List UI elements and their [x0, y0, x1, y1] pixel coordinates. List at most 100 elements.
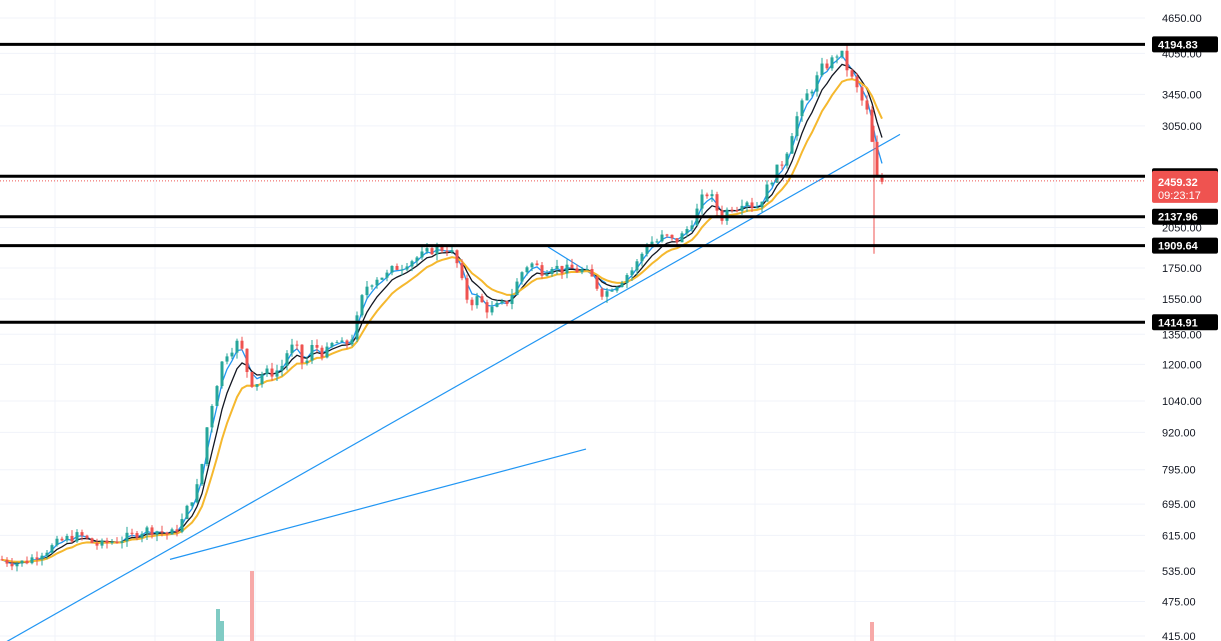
candle-body — [450, 250, 454, 253]
level-label: 1909.64 — [1158, 241, 1199, 253]
candle-body — [90, 538, 94, 544]
candle-body — [875, 141, 879, 176]
candle-body — [785, 153, 789, 166]
candle-body — [570, 264, 574, 269]
candle-body — [5, 559, 9, 564]
candle-body — [95, 543, 99, 546]
candle-body — [540, 265, 544, 276]
candle-body — [560, 265, 564, 274]
y-tick-label: 2050.00 — [1162, 222, 1202, 234]
candle-body — [340, 340, 344, 343]
candle-body — [335, 342, 339, 344]
candle-body — [535, 263, 539, 266]
candle-body — [755, 207, 759, 209]
candle-body — [805, 93, 809, 101]
candle-body — [220, 361, 224, 387]
candle-body — [395, 265, 399, 270]
candle-body — [55, 538, 59, 546]
candle-body — [205, 427, 209, 465]
candle-body — [305, 360, 309, 363]
level-label-box — [1152, 237, 1218, 254]
candle-body — [15, 563, 19, 567]
candle-body — [115, 541, 119, 543]
candle-body — [860, 87, 864, 101]
candle-body — [155, 531, 159, 535]
candle-body — [780, 164, 784, 166]
y-tick-label: 475.00 — [1162, 596, 1196, 608]
candle-body — [0, 559, 4, 561]
candle-body — [760, 201, 764, 208]
candle-body — [550, 268, 554, 274]
candle-body — [80, 532, 84, 536]
candle-body — [125, 532, 129, 542]
level-label: 4194.83 — [1158, 39, 1198, 51]
countdown-label: 09:23:17 — [1158, 190, 1201, 202]
level-label-box — [1152, 208, 1218, 225]
candle-body — [820, 63, 824, 76]
candle-body — [310, 344, 314, 361]
candle-body — [235, 340, 239, 353]
candle-body — [280, 365, 284, 371]
candle-body — [520, 272, 524, 282]
candle-body — [800, 100, 804, 117]
candle-body — [30, 557, 34, 564]
candle-body — [765, 184, 769, 202]
candle-body — [485, 302, 489, 313]
candle-body — [415, 257, 419, 262]
volume-bars — [216, 571, 874, 641]
y-tick-label: 795.00 — [1162, 465, 1196, 477]
candle-body — [730, 209, 734, 211]
candle-body — [865, 100, 869, 110]
candle-body — [70, 535, 74, 542]
candle-body — [810, 91, 814, 94]
candle-body — [230, 352, 234, 357]
candle-body — [680, 233, 684, 243]
candle-body — [475, 296, 479, 306]
candle-body — [365, 286, 369, 296]
candle-body — [610, 290, 614, 292]
y-tick-label: 615.00 — [1162, 530, 1196, 542]
trendline — [6, 133, 901, 641]
candle-body — [105, 540, 109, 544]
candle-body — [830, 57, 834, 69]
candle-body — [140, 533, 144, 538]
candle-body — [705, 194, 709, 197]
candle-body — [225, 356, 229, 362]
candle-body — [240, 340, 244, 349]
candle-body — [275, 370, 279, 377]
candle-body — [595, 276, 599, 289]
candle-body — [735, 210, 739, 212]
candle-body — [50, 545, 54, 553]
candle-body — [210, 405, 214, 428]
candle-body — [250, 372, 254, 387]
y-tick-label: 920.00 — [1162, 427, 1196, 439]
candle-body — [100, 540, 104, 546]
candle-body — [530, 263, 534, 268]
candle-body — [565, 264, 569, 274]
candle-body — [670, 234, 674, 239]
candle-body — [750, 202, 754, 208]
candle-body — [35, 557, 39, 560]
candle-body — [525, 267, 529, 273]
candle-body — [85, 535, 89, 539]
candle-body — [605, 291, 609, 297]
candle-body — [770, 182, 774, 185]
y-tick-label: 1550.00 — [1162, 294, 1202, 306]
candle-body — [640, 253, 644, 262]
candle-body — [665, 234, 669, 236]
y-axis[interactable]: 4650.004050.003450.003050.002050.001750.… — [1145, 0, 1221, 641]
candle-body — [445, 250, 449, 253]
y-tick-label: 535.00 — [1162, 566, 1196, 578]
candle-body — [490, 306, 494, 313]
candle-body — [300, 344, 304, 363]
candle-body — [405, 266, 409, 270]
level-label: 2137.96 — [1158, 212, 1198, 224]
candle-body — [690, 225, 694, 230]
candle-body — [745, 202, 749, 206]
candle-body — [160, 531, 164, 533]
trendline — [169, 448, 587, 560]
candle-body — [400, 269, 404, 271]
candle-body — [620, 283, 624, 287]
candle-body — [295, 344, 299, 346]
